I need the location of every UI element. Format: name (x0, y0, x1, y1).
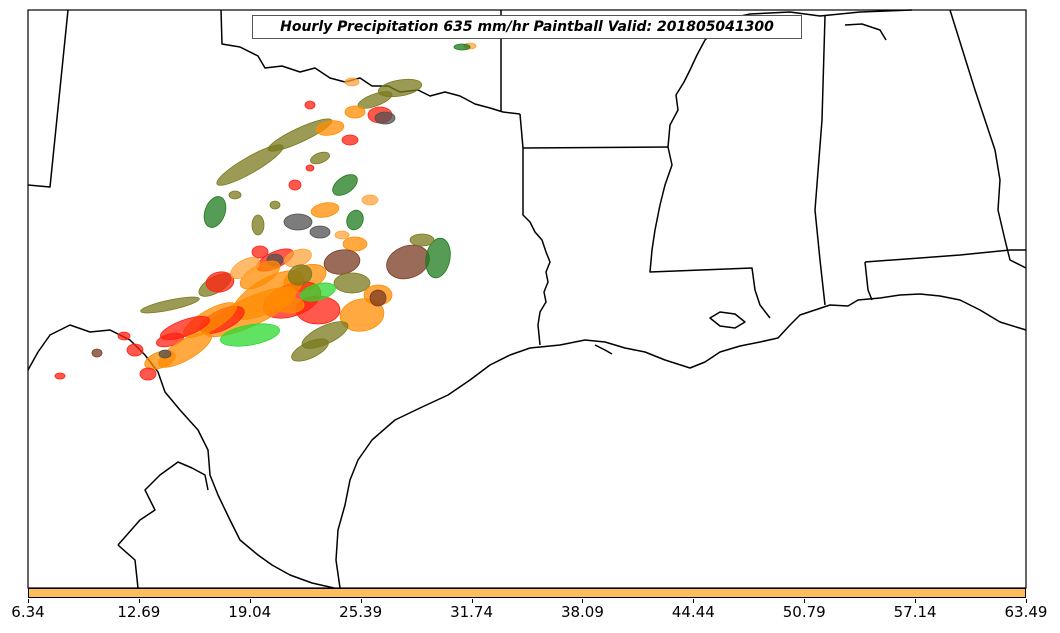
colorbar-tick (1026, 599, 1027, 603)
colorbar-tick-label: 19.04 (228, 603, 272, 621)
gulf-coastline (335, 293, 1027, 589)
colorbar-tick (582, 599, 584, 603)
precipitation-blob (300, 282, 336, 302)
texas-north-border (27, 9, 69, 188)
colorbar-tick (249, 599, 251, 603)
precipitation-blob (140, 296, 200, 314)
colorbar-tick-label: 6.34 (11, 603, 45, 621)
precipitation-blob (310, 151, 330, 165)
colorbar-tick (804, 599, 806, 603)
precipitation-blob (453, 43, 471, 51)
precipitation-blob (315, 120, 345, 136)
alabama-florida-border (864, 249, 1026, 263)
precipitation-blob (304, 100, 316, 110)
precipitation-blob (309, 225, 331, 239)
coastal-bay-3 (594, 344, 613, 355)
precipitation-blob (203, 196, 227, 228)
precipitation-blob (269, 200, 281, 210)
precipitation-blob (361, 194, 379, 206)
precipitation-blob (283, 213, 313, 231)
colorbar-tick-label: 25.39 (339, 603, 383, 621)
colorbar-tick (915, 599, 917, 603)
precipitation-blob (275, 296, 305, 314)
colorbar-tick (28, 599, 29, 603)
precipitation-blob (126, 343, 144, 357)
precipitation-blob (287, 264, 313, 286)
colorbar-tick (471, 599, 473, 603)
precipitation-blob (267, 118, 333, 152)
colorbar-tick-label: 50.79 (782, 603, 826, 621)
colorbar-tick-label: 44.44 (671, 603, 715, 621)
precipitation-blob (344, 77, 360, 87)
precipitation-blob (332, 174, 358, 196)
alabama-georgia-border (949, 9, 1027, 269)
precipitation-blob (54, 372, 66, 380)
mississippi-alabama-border (814, 15, 826, 306)
precipitation-blob (310, 202, 340, 218)
mississippi-river (667, 9, 913, 148)
texas-east-border (519, 113, 551, 346)
precipitation-blob (251, 214, 265, 236)
precipitation-blob (334, 230, 350, 240)
precipitation-blob (117, 331, 131, 341)
colorbar-tick (138, 599, 140, 603)
mexico-state-border-2 (117, 544, 139, 589)
precipitation-blob (291, 338, 329, 362)
precipitation-blob (344, 105, 366, 119)
precipitation-blob (91, 348, 103, 358)
louisiana-north-border (522, 146, 669, 149)
precipitation-blob (369, 289, 387, 307)
precipitation-blob (374, 111, 396, 125)
precipitation-blob (341, 134, 359, 146)
precipitation-blob (230, 257, 260, 279)
coastal-bay (709, 311, 746, 329)
precipitation-blob (158, 349, 172, 359)
florida-panhandle-border (864, 261, 873, 301)
colorbar-tick-label: 63.49 (1004, 603, 1048, 621)
precipitation-blob (425, 237, 451, 279)
precipitation-blobs (54, 42, 477, 381)
precipitation-blob (220, 323, 280, 347)
colorbar-tick-label: 31.74 (450, 603, 494, 621)
mexico-state-border (117, 461, 209, 546)
coastal-bay-2 (844, 23, 887, 41)
precipitation-blob (288, 179, 302, 191)
precipitation-blob (205, 271, 235, 293)
colorbar-tick-label: 12.69 (117, 603, 161, 621)
precipitation-blob (342, 236, 368, 252)
precipitation-blob (346, 209, 364, 231)
colorbar-tick-label: 38.09 (560, 603, 604, 621)
colorbar (28, 588, 1026, 598)
colorbar-tick (360, 599, 362, 603)
rio-grande (27, 324, 335, 589)
precipitation-blob (228, 190, 242, 200)
map-title: Hourly Precipitation 635 mm/hr Paintball… (252, 15, 802, 39)
map-boundaries (27, 9, 1027, 589)
precipitation-blob (305, 164, 315, 172)
precipitation-blob (251, 245, 269, 259)
texas-red-river (220, 9, 521, 115)
precipitation-blob (333, 272, 371, 294)
colorbar-tick (693, 599, 695, 603)
precipitation-blob (139, 367, 157, 381)
louisiana-ms-border (649, 146, 771, 319)
precipitation-blob (339, 298, 385, 332)
precipitation-blob (409, 233, 435, 247)
colorbar-tick-label: 57.14 (893, 603, 937, 621)
